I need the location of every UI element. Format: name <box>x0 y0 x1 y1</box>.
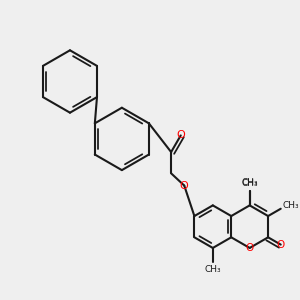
Text: O: O <box>176 130 185 140</box>
Text: O: O <box>245 243 254 253</box>
Text: O: O <box>180 181 189 190</box>
Text: CH₃: CH₃ <box>242 179 258 188</box>
Text: O: O <box>277 240 285 250</box>
Text: CH₃: CH₃ <box>242 178 258 187</box>
Text: CH₃: CH₃ <box>282 201 299 210</box>
Text: CH₃: CH₃ <box>205 266 221 274</box>
